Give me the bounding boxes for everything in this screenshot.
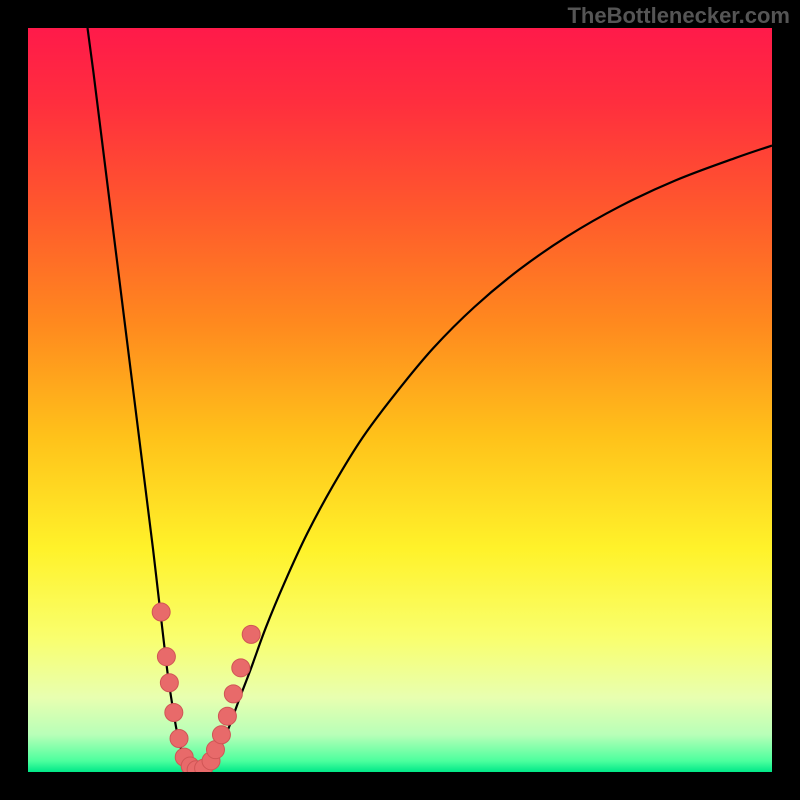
watermark-text: TheBottlenecker.com: [567, 3, 790, 29]
data-marker: [157, 648, 175, 666]
chart-svg: [0, 0, 800, 800]
data-marker: [170, 730, 188, 748]
data-marker: [242, 625, 260, 643]
data-marker: [165, 703, 183, 721]
data-marker: [232, 659, 250, 677]
data-marker: [224, 685, 242, 703]
data-marker: [152, 603, 170, 621]
data-marker: [212, 726, 230, 744]
bottleneck-chart: TheBottlenecker.com: [0, 0, 800, 800]
data-marker: [160, 674, 178, 692]
data-marker: [218, 707, 236, 725]
chart-background-gradient: [28, 28, 772, 772]
